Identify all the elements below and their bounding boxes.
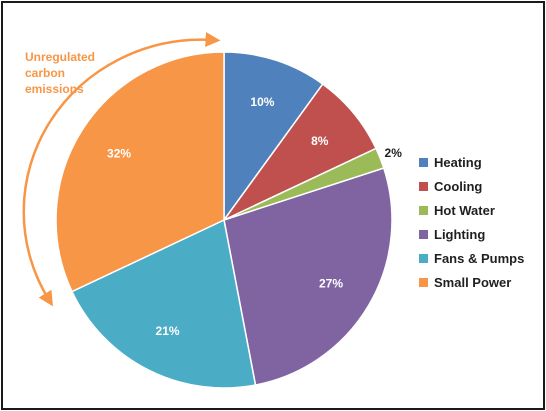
- legend-swatch-fans-and-pumps: [419, 254, 428, 263]
- legend-swatch-cooling: [419, 182, 428, 191]
- pie-slice-heating: [223, 51, 324, 223]
- data-label-cooling: 8%: [311, 134, 329, 148]
- legend-label-small-power: Small Power: [434, 275, 511, 290]
- legend-label-cooling: Cooling: [434, 179, 482, 194]
- legend-label-heating: Heating: [434, 155, 482, 170]
- legend-swatch-hot-water: [419, 206, 428, 215]
- legend-swatch-heating: [419, 158, 428, 167]
- data-label-hot-water: 2%: [385, 146, 403, 160]
- legend-swatch-small-power: [419, 278, 428, 287]
- data-label-heating: 10%: [250, 95, 274, 109]
- legend-label-lighting: Lighting: [434, 227, 485, 242]
- annotation-line-1: Unregulated: [25, 50, 95, 64]
- legend-label-hot-water: Hot Water: [434, 203, 495, 218]
- annotation-line-2: carbon: [25, 66, 65, 80]
- curved-double-arrow-icon: [22, 32, 221, 307]
- data-label-lighting: 27%: [319, 276, 343, 290]
- pie-slice-lighting: [223, 167, 393, 386]
- legend-label-fans-and-pumps: Fans & Pumps: [434, 251, 524, 266]
- legend-swatch-lighting: [419, 230, 428, 239]
- data-label-small-power: 32%: [107, 146, 131, 160]
- data-label-fans-and-pumps: 21%: [156, 324, 180, 338]
- annotation-line-3: emissions: [25, 82, 84, 96]
